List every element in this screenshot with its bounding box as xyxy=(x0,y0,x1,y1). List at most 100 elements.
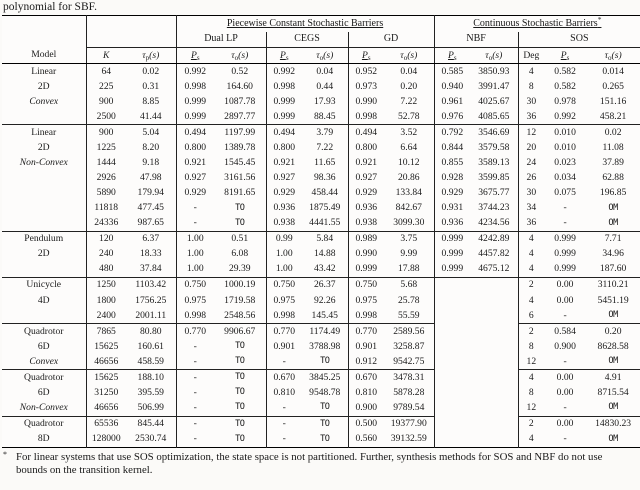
table-cell: 0.936 xyxy=(441,217,464,229)
table-cell: 0.034 xyxy=(554,172,576,183)
table-cell xyxy=(470,369,519,386)
table-cell: 188.10 xyxy=(126,369,177,386)
table-cell: 225 xyxy=(99,80,114,92)
table-cell: 2589.56 xyxy=(384,323,435,340)
col-tau-o-cegs: τo(s) xyxy=(302,47,349,65)
table-cell: 5.68 xyxy=(384,276,435,293)
model-label: Non-Convex xyxy=(2,400,87,416)
table-cell: - xyxy=(563,309,567,321)
col-model: Model xyxy=(2,47,87,65)
model-label: Pendulum xyxy=(2,230,87,247)
col-tau-o-nbf: τo(s) xyxy=(470,47,519,65)
table-cell: 6 xyxy=(528,309,534,321)
table-cell xyxy=(470,431,519,448)
table-cell: 17.88 xyxy=(384,261,435,278)
table-cell: 2530.74 xyxy=(126,431,177,448)
table-cell: 0.800 xyxy=(184,141,207,153)
table-cell: TO xyxy=(214,354,267,370)
model-label xyxy=(2,200,87,216)
table-cell: 477.45 xyxy=(126,200,177,216)
table-row: Convex 46656 458.59 - TO - TO 0.912 9542.75 12 - OM xyxy=(2,354,640,370)
table-cell: 900 xyxy=(86,124,126,141)
table-cell: 80.80 xyxy=(126,323,177,340)
table-row: 6D 31250 395.59 - TO 0.810 9548.78 0.810 5878.28… xyxy=(2,385,640,401)
table-cell: 41.44 xyxy=(126,109,177,125)
section-continuous: Continuous Stochastic Barriers* xyxy=(473,15,602,29)
table-cell: 26.37 xyxy=(302,276,349,293)
method-dual-lp: Dual LP xyxy=(176,31,267,48)
table-cell: 458.44 xyxy=(302,185,349,201)
table-cell: - xyxy=(563,202,567,214)
footnote-text: For linear systems that use SOS optimiza… xyxy=(16,450,603,477)
table-cell: 1444 xyxy=(96,156,116,168)
table-row: 24336 987.65 - TO 0.938 4441.55 0.938 3099.30 0.… xyxy=(2,215,640,232)
table-cell: 0.792 xyxy=(434,124,471,141)
table-cell: 34.96 xyxy=(602,248,624,260)
table-cell: 0.975 xyxy=(355,294,378,306)
table-cell: 0.936 xyxy=(273,202,296,214)
table-cell: 0.901 xyxy=(273,340,296,352)
table-cell: 65536 xyxy=(86,415,126,432)
table-cell: 196.85 xyxy=(599,187,627,199)
table-cell: 14830.23 xyxy=(586,415,640,432)
table-cell xyxy=(470,354,519,370)
table-cell: 3478.31 xyxy=(384,369,435,386)
model-label: Quadrotor xyxy=(2,323,87,340)
table-cell: - xyxy=(563,217,567,229)
table-cell: 4 xyxy=(528,248,534,260)
table-cell: 0.750 xyxy=(176,276,214,293)
table-cell: TO xyxy=(302,354,349,370)
table-cell: 0.998 xyxy=(355,309,378,321)
table-cell: 9.99 xyxy=(384,246,435,262)
table-cell: 0.921 xyxy=(355,156,378,168)
table-cell: 0.800 xyxy=(355,141,378,153)
table-cell: 36 xyxy=(526,217,537,229)
table-cell: 133.84 xyxy=(384,185,435,201)
table-cell: 15625 xyxy=(86,369,126,386)
table-row: Convex 900 8.85 0.999 1087.78 0.999 17.93 0.990… xyxy=(2,94,640,110)
table-cell xyxy=(434,293,470,308)
continuous-footnote-marker: * xyxy=(597,15,602,24)
table-cell: 0.844 xyxy=(441,141,464,153)
table-cell: 4234.56 xyxy=(470,215,519,232)
table-cell: TO xyxy=(214,200,267,216)
model-label: Convex xyxy=(2,94,87,110)
table-cell xyxy=(470,323,519,340)
table-row: Non-Convex 1444 9.18 0.921 1545.45 0.921 11.65… xyxy=(2,155,640,171)
table-cell: 7865 xyxy=(86,323,126,340)
table-cell xyxy=(434,432,470,448)
model-label: Quadrotor xyxy=(2,415,87,432)
table-cell: 0.929 xyxy=(355,187,378,199)
table-cell: 0.901 xyxy=(355,340,378,352)
table-row: 6D 15625 160.61 - TO 0.901 3788.98 0.901 3258.87… xyxy=(2,339,640,355)
table-cell: 0.02 xyxy=(126,63,177,80)
table-cell: 0.494 xyxy=(266,124,302,141)
table-cell: 1000.19 xyxy=(214,276,267,293)
table-cell xyxy=(434,370,470,386)
table-cell: 6.64 xyxy=(384,140,435,156)
table-cell: 0.999 xyxy=(441,248,464,260)
table-cell: 3675.77 xyxy=(470,185,519,201)
table-cell: 0.31 xyxy=(126,79,177,95)
table-cell: 0.989 xyxy=(348,230,384,247)
model-label: 4D xyxy=(2,293,87,309)
table-cell: 17.93 xyxy=(302,94,349,110)
table-cell: 0.800 xyxy=(273,141,296,153)
table-cell: 4 xyxy=(528,433,534,445)
table-cell: 0.921 xyxy=(273,156,296,168)
table-cell: 1800 xyxy=(96,294,116,306)
table-cell: 20 xyxy=(526,141,537,153)
table-cell: 0.770 xyxy=(176,323,214,340)
model-label: Quadrotor xyxy=(2,369,87,386)
table-cell: 0.912 xyxy=(355,355,378,367)
table-cell: 0.750 xyxy=(266,276,302,293)
table-cell: - xyxy=(176,415,214,432)
table-cell: 0.975 xyxy=(184,294,207,306)
table-cell: OM xyxy=(608,310,618,321)
table-row: 2D 225 0.31 0.998 164.60 0.998 0.44 0.973 0.20 0.… xyxy=(2,79,640,95)
table-cell: 1389.78 xyxy=(214,140,267,156)
table-cell: 4242.89 xyxy=(470,230,519,247)
table-cell: 0.20 xyxy=(586,323,640,340)
table-cell: 2 xyxy=(518,323,545,340)
table-cell: 37.89 xyxy=(602,156,624,168)
